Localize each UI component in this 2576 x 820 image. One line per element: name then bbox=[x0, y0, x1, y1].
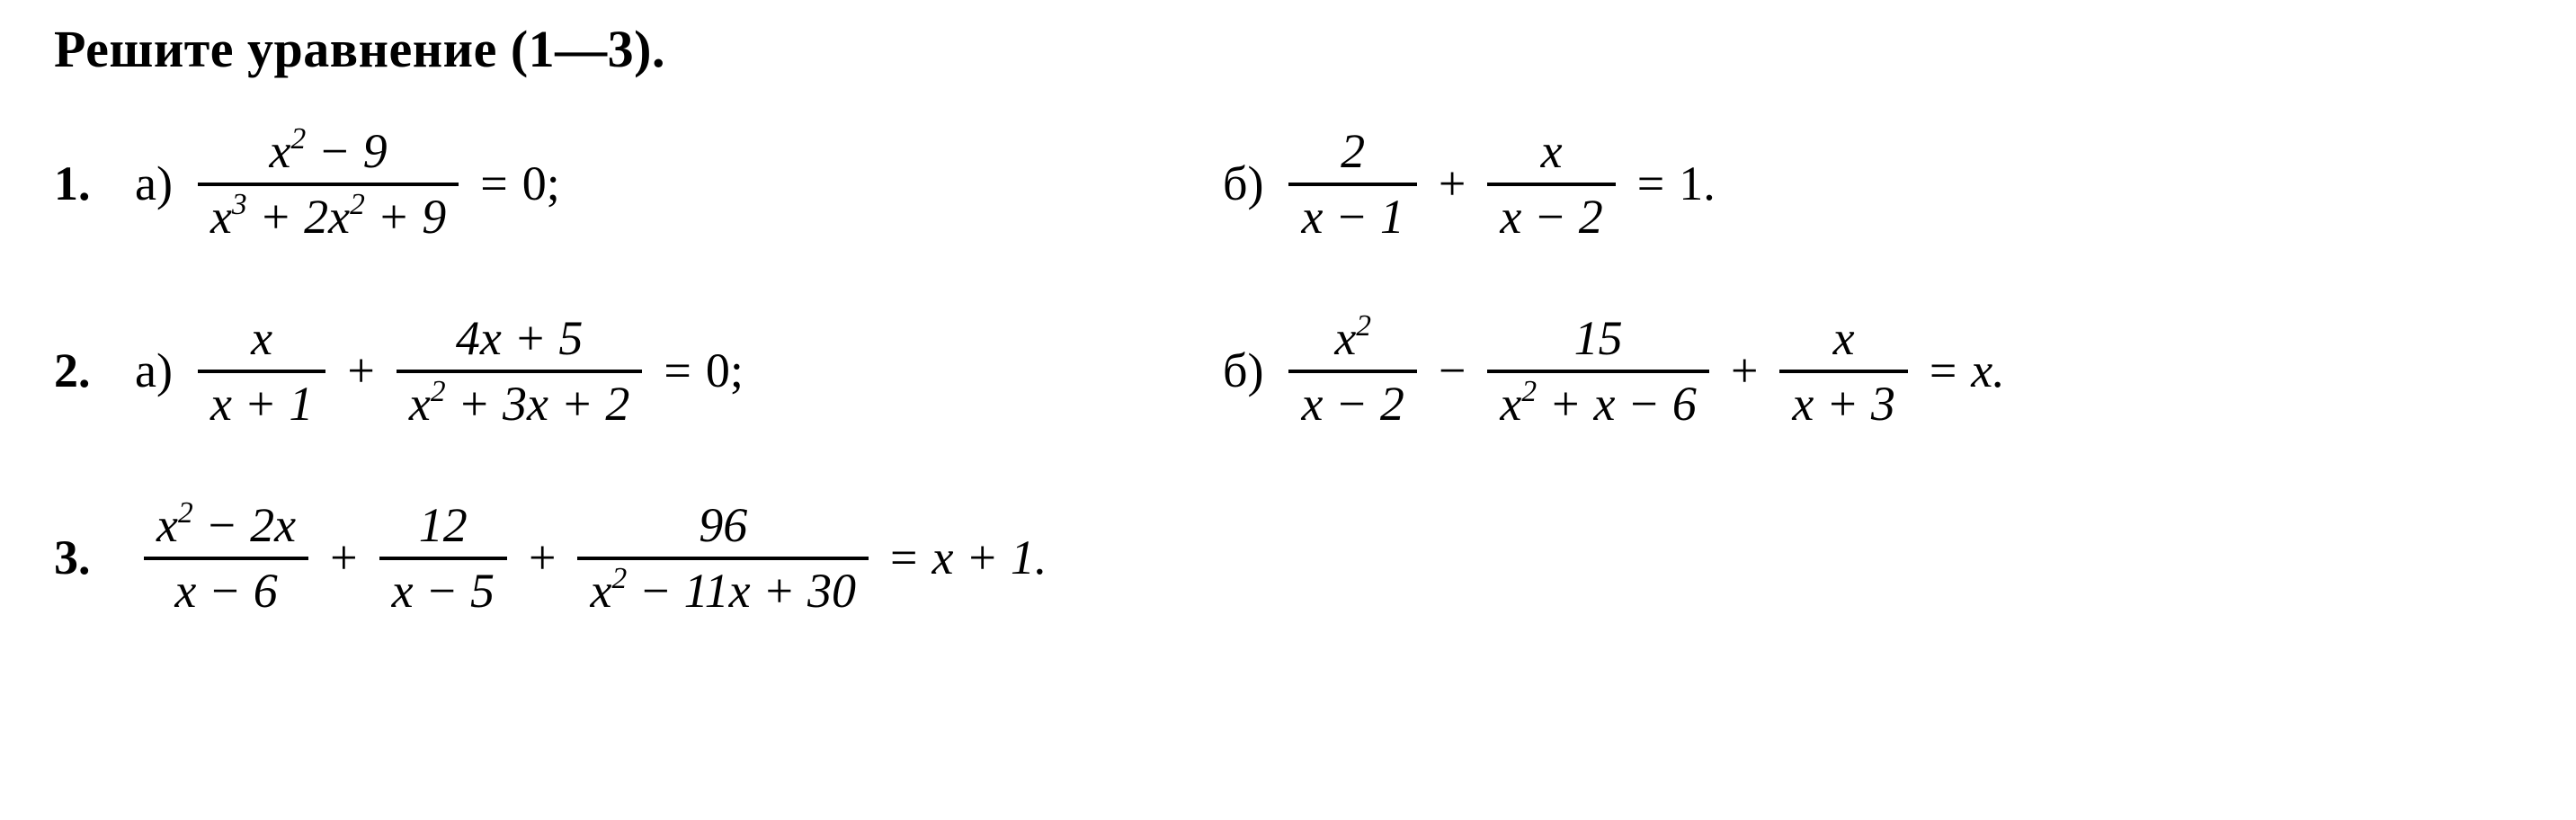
problem-number: 3. bbox=[54, 529, 135, 587]
fraction: x x + 3 bbox=[1779, 308, 1907, 435]
rhs: x + 1. bbox=[931, 529, 1049, 587]
numerator: x bbox=[1779, 308, 1907, 373]
part-label: б) bbox=[1223, 155, 1263, 213]
equals-sign: = bbox=[468, 155, 520, 213]
fraction: x x + 1 bbox=[198, 308, 325, 435]
problem-number: 2. bbox=[54, 342, 135, 400]
equation: x2 − 9 x3 + 2x2 + 9 = 0; bbox=[189, 120, 562, 248]
numerator: 96 bbox=[577, 495, 869, 560]
equals-sign: = bbox=[878, 529, 930, 587]
fraction: 2 x − 1 bbox=[1288, 120, 1416, 248]
section-title: Решите уравнение (1—3). bbox=[54, 18, 2522, 81]
problem-part-b: б) 2 x − 1 + x x − 2 = 1. bbox=[1223, 120, 1717, 248]
fraction: 4x + 5 x2 + 3x + 2 bbox=[397, 308, 643, 435]
denominator: x3 + 2x2 + 9 bbox=[198, 186, 459, 248]
operator: + bbox=[516, 529, 568, 587]
fraction: 96 x2 − 11x + 30 bbox=[577, 495, 869, 622]
problem-row: 2. а) x x + 1 + 4x + 5 x2 + 3x + 2 = 0; … bbox=[54, 295, 2522, 448]
equals-sign: = bbox=[651, 342, 703, 400]
problem-row: 3. x2 − 2x x − 6 + 12 x − 5 + 96 x2 − 11… bbox=[54, 482, 2522, 635]
numerator: 12 bbox=[379, 495, 507, 560]
fraction: 15 x2 + x − 6 bbox=[1487, 308, 1709, 435]
equation: x2 − 2x x − 6 + 12 x − 5 + 96 x2 − 11x +… bbox=[135, 495, 1048, 622]
operator: + bbox=[334, 342, 387, 400]
problem-part-a: а) x2 − 9 x3 + 2x2 + 9 = 0; bbox=[135, 120, 1223, 248]
equation: 2 x − 1 + x x − 2 = 1. bbox=[1279, 120, 1716, 248]
operator: + bbox=[1718, 342, 1770, 400]
problem-row: 1. а) x2 − 9 x3 + 2x2 + 9 = 0; б) 2 x − … bbox=[54, 108, 2522, 261]
operator: + bbox=[317, 529, 370, 587]
fraction: 12 x − 5 bbox=[379, 495, 507, 622]
denominator: x2 + x − 6 bbox=[1487, 373, 1709, 435]
denominator: x + 3 bbox=[1779, 373, 1907, 435]
denominator: x − 1 bbox=[1288, 186, 1416, 248]
problem-part-a: x2 − 2x x − 6 + 12 x − 5 + 96 x2 − 11x +… bbox=[135, 495, 1048, 622]
page: Решите уравнение (1—3). 1. а) x2 − 9 x3 … bbox=[0, 0, 2576, 687]
denominator: x2 − 11x + 30 bbox=[577, 560, 869, 622]
denominator: x − 6 bbox=[144, 560, 308, 622]
numerator: x2 bbox=[1288, 308, 1416, 373]
numerator: x2 − 2x bbox=[144, 495, 308, 560]
fraction: x x − 2 bbox=[1487, 120, 1615, 248]
numerator: 2 bbox=[1288, 120, 1416, 186]
rhs: 0; bbox=[521, 155, 562, 213]
equation: x2 x − 2 − 15 x2 + x − 6 + x x + 3 = x. bbox=[1279, 308, 2006, 435]
numerator: x bbox=[1487, 120, 1615, 186]
denominator: x − 5 bbox=[379, 560, 507, 622]
denominator: x2 + 3x + 2 bbox=[397, 373, 643, 435]
rhs: x. bbox=[1969, 342, 2006, 400]
denominator: x + 1 bbox=[198, 373, 325, 435]
problem-number: 1. bbox=[54, 155, 135, 213]
denominator: x − 2 bbox=[1487, 186, 1615, 248]
part-label: а) bbox=[135, 155, 173, 213]
rhs: 1. bbox=[1677, 155, 1717, 213]
numerator: 15 bbox=[1487, 308, 1709, 373]
fraction: x2 − 2x x − 6 bbox=[144, 495, 308, 622]
rhs: 0; bbox=[704, 342, 745, 400]
equation: x x + 1 + 4x + 5 x2 + 3x + 2 = 0; bbox=[189, 308, 745, 435]
operator: + bbox=[1426, 155, 1478, 213]
fraction: x2 − 9 x3 + 2x2 + 9 bbox=[198, 120, 459, 248]
denominator: x − 2 bbox=[1288, 373, 1416, 435]
part-label: а) bbox=[135, 342, 173, 400]
equals-sign: = bbox=[1917, 342, 1969, 400]
part-label: б) bbox=[1223, 342, 1263, 400]
equals-sign: = bbox=[1625, 155, 1677, 213]
fraction: x2 x − 2 bbox=[1288, 308, 1416, 435]
numerator: x bbox=[198, 308, 325, 373]
numerator: 4x + 5 bbox=[397, 308, 643, 373]
problem-part-a: а) x x + 1 + 4x + 5 x2 + 3x + 2 = 0; bbox=[135, 308, 1223, 435]
problem-part-b: б) x2 x − 2 − 15 x2 + x − 6 + x x + 3 = … bbox=[1223, 308, 2007, 435]
operator: − bbox=[1426, 342, 1478, 400]
numerator: x2 − 9 bbox=[198, 120, 459, 186]
